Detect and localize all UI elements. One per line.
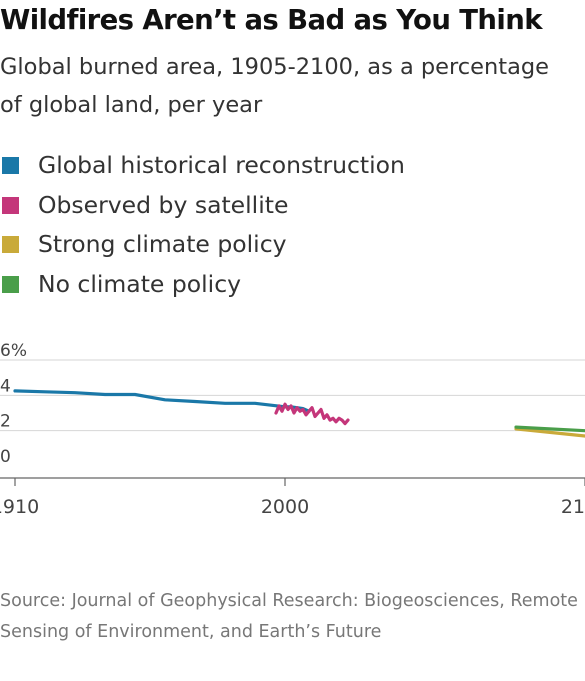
chart-title: Wildfires Aren’t as Bad as You Think bbox=[0, 4, 543, 36]
x-tick-label-1910: 1910 bbox=[0, 496, 39, 518]
x-tick-label-2100: 2100 bbox=[561, 496, 585, 518]
series-line-no-climate-policy bbox=[514, 425, 585, 433]
x-tick-label-2000: 2000 bbox=[261, 496, 309, 518]
legend-item-no-policy: No climate policy bbox=[0, 264, 585, 304]
series-line-global-historical-reconstruction bbox=[13, 389, 311, 413]
y-tick-label-4: 4 bbox=[0, 376, 11, 396]
legend-label-strong-policy: Strong climate policy bbox=[38, 230, 287, 258]
legend-item-historical: Global historical reconstruction bbox=[0, 145, 585, 185]
legend-swatch-historical bbox=[2, 157, 19, 174]
legend-swatch-no-policy bbox=[2, 275, 19, 293]
legend-swatch-satellite bbox=[2, 196, 19, 214]
y-tick-label-0: 0 bbox=[0, 447, 11, 467]
y-tick-label-2: 2 bbox=[0, 412, 11, 432]
legend-item-strong-policy: Strong climate policy bbox=[0, 224, 585, 264]
chart-subtitle: Global burned area, 1905-2100, as a perc… bbox=[0, 54, 549, 118]
legend-label-historical: Global historical reconstruction bbox=[38, 151, 405, 179]
legend: Global historical reconstruction Observe… bbox=[0, 145, 585, 303]
legend-swatch-strong-policy bbox=[2, 236, 19, 253]
legend-label-satellite: Observed by satellite bbox=[38, 190, 289, 219]
line-chart: 0 2 4 6% 1910 2000 2100 bbox=[0, 341, 585, 518]
source-note: Source: Journal of Geophysical Research:… bbox=[0, 591, 578, 642]
series-line-strong-climate-policy bbox=[514, 427, 585, 438]
legend-item-satellite: Observed by satellite bbox=[0, 185, 585, 225]
y-tick-label-6: 6% bbox=[0, 341, 27, 361]
series-line-observed-by-satellite bbox=[274, 402, 350, 426]
legend-label-no-policy: No climate policy bbox=[38, 269, 242, 298]
